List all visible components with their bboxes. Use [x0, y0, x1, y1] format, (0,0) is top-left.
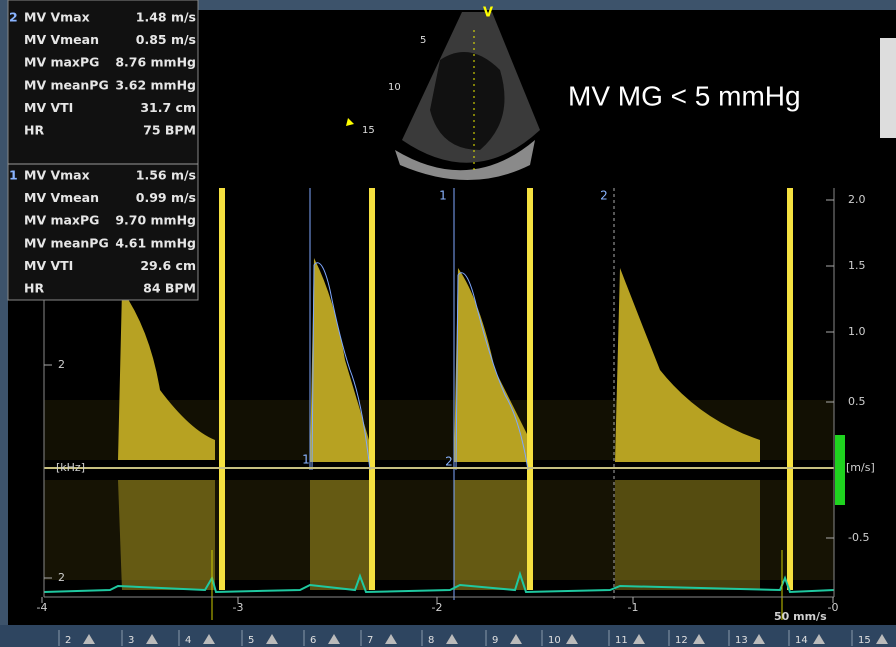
envelope-trace	[309, 188, 529, 600]
measurement-value: 0.85 m/s	[136, 32, 196, 47]
time-tick: -2	[432, 601, 443, 614]
probe-marker: V	[483, 6, 493, 21]
echo-chamber	[430, 52, 505, 150]
time-tick: -3	[233, 601, 244, 614]
thumbnail-number: 12	[675, 635, 688, 646]
measurement-value: 0.99 m/s	[136, 190, 196, 205]
thumbnail-number: 9	[492, 635, 498, 646]
side-panel	[880, 38, 896, 138]
measurement-label: MV meanPG	[24, 235, 109, 250]
measurement-value: 3.62 mmHg	[115, 77, 196, 92]
thumbnail-icon	[510, 634, 522, 644]
thumbnail-icon	[633, 634, 645, 644]
thumbnail-icon	[693, 634, 705, 644]
measurement-index: 2	[9, 10, 18, 25]
thumbnail-number: 2	[65, 635, 71, 646]
measurement-label: MV meanPG	[24, 77, 109, 92]
thumbnail-icon	[146, 634, 158, 644]
thumbnail-number: 14	[795, 635, 808, 646]
measurement-label: HR	[24, 281, 44, 296]
thumbnail-icon	[203, 634, 215, 644]
depth-label: 15	[362, 125, 375, 136]
trace-marker: 1	[302, 453, 310, 467]
thumbnail-icon	[385, 634, 397, 644]
focus-marker	[346, 118, 354, 126]
doppler-spectrum	[44, 258, 834, 590]
depth-label: 5	[420, 35, 426, 46]
measurement-label: MV Vmax	[24, 168, 90, 183]
velocity-tick: 0.5	[848, 395, 866, 408]
thumbnail-icon	[813, 634, 825, 644]
frequency-tick: 2	[58, 358, 65, 371]
thumbnail-icon	[83, 634, 95, 644]
measurement-label: MV Vmean	[24, 32, 99, 47]
trace-marker: 2	[445, 455, 453, 469]
thumbnail-icon	[266, 634, 278, 644]
measurement-value: 31.7 cm	[140, 100, 196, 115]
velocity-unit: [m/s]	[846, 461, 875, 474]
measurement-value: 84 BPM	[143, 281, 196, 296]
ecg-trace	[43, 570, 835, 594]
thumbnail-number: 3	[128, 635, 134, 646]
time-tick: -1	[628, 601, 639, 614]
thumbnail-number: 5	[248, 635, 254, 646]
measurement-value: 29.6 cm	[140, 258, 196, 273]
thumbnail-number: 7	[367, 635, 373, 646]
thumbnail-icon	[446, 634, 458, 644]
time-tick: -4	[37, 601, 48, 614]
measurement-label: MV VTI	[24, 100, 73, 115]
frequency-tick: 2	[58, 571, 65, 584]
velocity-tick: 2.0	[848, 193, 866, 206]
thumbnail-icon	[328, 634, 340, 644]
measurement-label: MV Vmean	[24, 190, 99, 205]
annotation: MV MG < 5 mmHg	[568, 80, 801, 111]
thumbnail-icon	[876, 634, 888, 644]
measurement-value: 1.56 m/s	[136, 168, 196, 183]
thumbnail-number: 11	[615, 635, 628, 646]
sweep-speed: 50 mm/s	[774, 610, 827, 623]
velocity-tick: 1.5	[848, 259, 866, 272]
time-tick: -0	[828, 601, 839, 614]
thumbnail-number: 8	[428, 635, 434, 646]
thumbnail-number: 15	[858, 635, 871, 646]
frequency-unit: [kHz]	[56, 461, 85, 474]
measurement-value: 4.61 mmHg	[115, 235, 196, 250]
measurement-label: HR	[24, 123, 44, 138]
thumbnail-number: 6	[310, 635, 316, 646]
measurement-value: 1.48 m/s	[136, 10, 196, 25]
measurement-value: 9.70 mmHg	[115, 213, 196, 228]
thumbnail-icon	[753, 634, 765, 644]
echo-wall	[395, 140, 535, 180]
depth-label: 10	[388, 82, 401, 93]
trace-marker: 2	[600, 189, 608, 203]
thumbnail-icon	[566, 634, 578, 644]
velocity-tick: -0.5	[848, 531, 869, 544]
thumbnail-strip	[0, 625, 896, 647]
measurement-label: MV maxPG	[24, 55, 99, 70]
valve-clicks	[219, 188, 793, 590]
measurement-label: MV VTI	[24, 258, 73, 273]
thumbnail-number: 10	[548, 635, 561, 646]
measurement-panel	[7, 0, 199, 301]
generated: 2 MV Vmax 1.48 m/s MV Vmean 0.85 m/s MV maxPG…	[9, 10, 888, 646]
measurement-label: MV Vmax	[24, 10, 90, 25]
measurement-value: 75 BPM	[143, 123, 196, 138]
measurement-index: 1	[9, 168, 18, 183]
measurement-label: MV maxPG	[24, 213, 99, 228]
thumbnail-number: 13	[735, 635, 748, 646]
velocity-tick: 1.0	[848, 325, 866, 338]
baseline-bar	[835, 435, 845, 505]
trace-marker: 1	[439, 189, 447, 203]
measurement-value: 8.76 mmHg	[115, 55, 196, 70]
thumbnail-number: 4	[185, 635, 191, 646]
